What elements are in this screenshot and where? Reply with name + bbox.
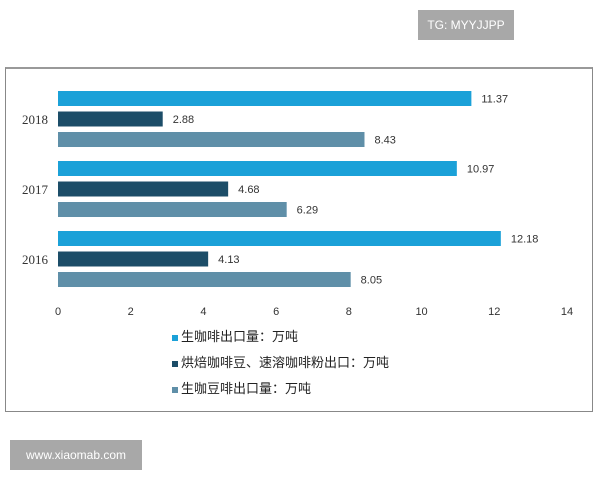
legend-swatch — [172, 335, 178, 341]
data-label: 11.37 — [481, 94, 508, 106]
data-label: 8.43 — [374, 135, 395, 147]
data-label: 6.29 — [297, 205, 318, 217]
data-label: 10.97 — [467, 164, 495, 176]
data-label: 4.68 — [238, 184, 259, 196]
legend-swatch — [172, 387, 178, 393]
data-label: 8.05 — [361, 275, 382, 287]
category-label: 2016 — [22, 252, 49, 267]
category-label: 2018 — [22, 112, 48, 127]
x-tick-label: 14 — [561, 306, 573, 318]
x-tick-label: 4 — [200, 306, 206, 318]
bar — [58, 202, 287, 217]
legend-label: 烘焙咖啡豆、速溶咖啡粉出口：万吨 — [181, 355, 389, 370]
bar — [58, 251, 209, 267]
bar — [58, 181, 229, 197]
data-label: 12.18 — [511, 234, 539, 246]
x-tick-label: 6 — [273, 306, 279, 318]
bar — [58, 231, 501, 246]
x-tick-label: 0 — [55, 306, 61, 318]
bar — [58, 161, 457, 176]
bar — [58, 91, 472, 106]
bar — [58, 272, 351, 287]
watermark-top: TG: MYYJJPP — [418, 10, 514, 40]
x-tick-label: 12 — [488, 306, 500, 318]
chart-frame — [5, 67, 593, 412]
legend-label: 生咖豆啡出口量：万吨 — [181, 381, 311, 396]
bar — [58, 132, 365, 147]
category-label: 2017 — [22, 182, 49, 197]
data-label: 2.88 — [173, 114, 194, 126]
legend-swatch — [172, 361, 178, 367]
data-label: 4.13 — [218, 254, 239, 266]
x-tick-label: 2 — [128, 306, 134, 318]
watermark-bottom: www.xiaomab.com — [10, 440, 142, 470]
x-tick-label: 10 — [415, 306, 427, 318]
x-tick-label: 8 — [346, 306, 352, 318]
bar — [58, 111, 163, 127]
legend-label: 生咖啡出口量：万吨 — [181, 329, 298, 344]
